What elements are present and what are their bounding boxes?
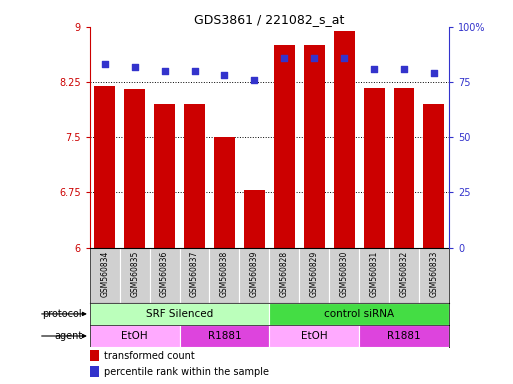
Point <box>161 68 169 74</box>
Text: transformed count: transformed count <box>104 351 195 361</box>
Bar <box>423 104 444 248</box>
Bar <box>304 45 325 248</box>
Text: GSM560834: GSM560834 <box>100 250 109 297</box>
Text: R1881: R1881 <box>387 331 421 341</box>
Bar <box>269 248 299 303</box>
Bar <box>269 303 449 325</box>
Text: GSM560831: GSM560831 <box>369 250 379 297</box>
Bar <box>180 325 269 347</box>
Point <box>190 68 199 74</box>
Text: GSM560830: GSM560830 <box>340 250 349 297</box>
Bar <box>333 31 354 248</box>
Text: percentile rank within the sample: percentile rank within the sample <box>104 367 269 377</box>
Bar <box>419 248 449 303</box>
Text: EtOH: EtOH <box>122 331 148 341</box>
Bar <box>389 248 419 303</box>
Point <box>310 55 318 61</box>
Bar <box>90 366 98 377</box>
Bar <box>244 190 265 248</box>
Point <box>400 66 408 72</box>
Bar <box>90 303 269 325</box>
Point <box>430 70 438 76</box>
Bar <box>393 88 415 248</box>
Text: EtOH: EtOH <box>301 331 327 341</box>
Point <box>370 66 378 72</box>
Bar <box>184 104 205 248</box>
Text: control siRNA: control siRNA <box>324 309 394 319</box>
Text: agent: agent <box>54 331 82 341</box>
Point <box>250 77 259 83</box>
Text: protocol: protocol <box>43 309 82 319</box>
Point <box>280 55 288 61</box>
Text: SRF Silenced: SRF Silenced <box>146 309 213 319</box>
Bar <box>120 248 150 303</box>
Bar <box>150 248 180 303</box>
Point <box>221 72 229 78</box>
Text: GSM560833: GSM560833 <box>429 250 439 297</box>
Title: GDS3861 / 221082_s_at: GDS3861 / 221082_s_at <box>194 13 345 26</box>
Bar <box>94 86 115 248</box>
Text: GSM560829: GSM560829 <box>310 250 319 297</box>
Point <box>340 55 348 61</box>
Bar <box>299 248 329 303</box>
Text: GSM560828: GSM560828 <box>280 250 289 296</box>
Bar <box>154 104 175 248</box>
Bar <box>240 248 269 303</box>
Bar <box>364 88 385 248</box>
Text: GSM560836: GSM560836 <box>160 250 169 297</box>
Point <box>130 63 139 70</box>
Point <box>101 61 109 68</box>
Bar <box>180 248 209 303</box>
Bar <box>209 248 240 303</box>
Text: GSM560837: GSM560837 <box>190 250 199 297</box>
Bar <box>124 89 145 248</box>
Bar <box>359 248 389 303</box>
Bar <box>90 350 98 361</box>
Bar <box>274 45 295 248</box>
Bar <box>359 325 449 347</box>
Text: GSM560839: GSM560839 <box>250 250 259 297</box>
Bar <box>90 325 180 347</box>
Text: GSM560832: GSM560832 <box>400 250 408 297</box>
Text: R1881: R1881 <box>208 331 241 341</box>
Bar <box>269 325 359 347</box>
Text: GSM560835: GSM560835 <box>130 250 139 297</box>
Bar <box>329 248 359 303</box>
Text: GSM560838: GSM560838 <box>220 250 229 297</box>
Bar <box>214 137 235 248</box>
Bar <box>90 248 120 303</box>
